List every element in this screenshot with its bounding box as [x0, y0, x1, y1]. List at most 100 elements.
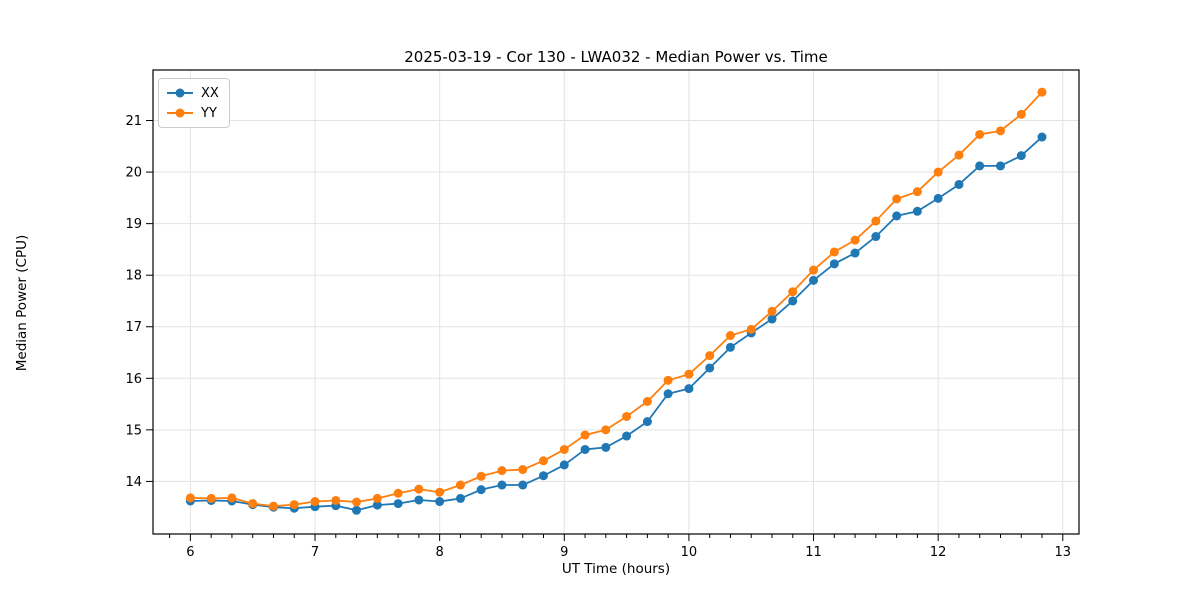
series-yy-marker [1016, 109, 1026, 119]
y-tick-label: 19 [125, 217, 142, 232]
x-tick-label: 6 [186, 545, 194, 560]
series-xx-marker [642, 417, 652, 427]
series-yy-marker [871, 216, 881, 226]
series-xx-marker [954, 179, 964, 189]
series-yy-marker [497, 466, 507, 476]
series-xx-marker [414, 495, 424, 505]
series-xx-marker [871, 232, 881, 242]
series-xx-marker [455, 493, 465, 503]
series-yy-marker [684, 369, 694, 379]
legend: XX YY [158, 78, 230, 128]
series-xx-marker [933, 193, 943, 203]
series-xx-marker [850, 248, 860, 258]
series-xx-marker [892, 211, 902, 221]
y-tick-label: 17 [125, 320, 142, 335]
x-tick-label: 7 [311, 545, 319, 560]
series-yy-marker [289, 500, 299, 510]
series-yy-marker [892, 194, 902, 204]
series-yy-marker [310, 497, 320, 507]
x-tick-label: 12 [930, 545, 947, 560]
x-tick-label: 11 [805, 545, 822, 560]
series-yy-marker [538, 456, 548, 466]
series-yy-marker [393, 488, 403, 498]
series-xx-marker [393, 499, 403, 509]
series-xx-marker [435, 497, 445, 507]
series-xx-marker [725, 342, 735, 352]
legend-label-xx: XX [201, 85, 219, 101]
series-xx-marker [518, 480, 528, 490]
series-yy-marker [767, 306, 777, 316]
series-yy-marker [227, 493, 237, 503]
plot-frame [152, 69, 1080, 535]
series-xx-marker [912, 206, 922, 216]
series-xx-marker [767, 314, 777, 324]
series-xx-marker [497, 480, 507, 490]
series-yy-line [190, 91, 1043, 508]
series-yy-marker [933, 167, 943, 177]
series-yy-marker [518, 465, 528, 475]
y-tick-label: 14 [125, 475, 142, 490]
y-tick-label: 18 [125, 269, 142, 284]
series-yy-marker [622, 411, 632, 421]
series-xx-marker [788, 296, 798, 306]
series-yy-marker [850, 235, 860, 245]
legend-label-yy: YY [201, 105, 217, 121]
series-xx-marker [352, 505, 362, 515]
legend-item-xx: XX [166, 83, 221, 103]
series-yy-marker [601, 425, 611, 435]
series-xx-marker [372, 500, 382, 510]
series-yy-marker [435, 487, 445, 497]
series-yy-marker [206, 493, 216, 503]
series-xx-marker [1037, 132, 1047, 142]
series-yy-marker [746, 324, 756, 334]
series-xx-marker [663, 389, 673, 399]
y-tick-label: 16 [125, 372, 142, 387]
x-axis-label: UT Time (hours) [561, 561, 671, 577]
series-yy-marker [559, 444, 569, 454]
series-yy-marker [269, 501, 279, 511]
series-yy-marker [331, 495, 341, 505]
series-yy-marker [788, 287, 798, 297]
y-tick-label: 21 [125, 114, 142, 129]
series-xx-marker [705, 363, 715, 373]
yy-line-marker-icon [167, 108, 193, 118]
series-yy-marker [954, 150, 964, 160]
series-yy-marker [414, 484, 424, 494]
series-yy-marker [352, 497, 362, 507]
series-yy-marker [642, 397, 652, 407]
series-xx-marker [559, 460, 569, 470]
series-xx-marker [601, 442, 611, 452]
series-yy-marker [995, 126, 1005, 136]
series-xx-marker [975, 161, 985, 171]
series-yy-marker [372, 493, 382, 503]
xx-line-marker-icon [167, 88, 193, 98]
series-yy-marker [185, 493, 195, 503]
x-tick-label: 10 [681, 545, 698, 560]
series-yy-marker [912, 187, 922, 197]
x-tick-label: 8 [436, 545, 444, 560]
series-yy-marker [809, 265, 819, 275]
series-xx-marker [476, 485, 486, 495]
series-yy-marker [1037, 87, 1047, 97]
series-yy-marker [705, 351, 715, 361]
series-yy-marker [455, 480, 465, 490]
series-xx-marker [538, 471, 548, 481]
series-xx-marker [622, 431, 632, 441]
series-xx-marker [1016, 151, 1026, 161]
series-yy-marker [975, 129, 985, 139]
series-xx-marker [580, 444, 590, 454]
chart-title: 2025-03-19 - Cor 130 - LWA032 - Median P… [404, 48, 828, 66]
series-yy-marker [476, 471, 486, 481]
series-yy-marker [725, 331, 735, 341]
series-xx-marker [829, 259, 839, 269]
x-tick-label: 13 [1055, 545, 1072, 560]
series-yy-marker [663, 375, 673, 385]
x-tick-label: 9 [560, 545, 568, 560]
series-yy-marker [580, 430, 590, 440]
series-xx-marker [995, 161, 1005, 171]
series-yy-marker [248, 499, 258, 509]
legend-item-yy: YY [166, 103, 221, 123]
y-tick-label: 15 [125, 423, 142, 438]
